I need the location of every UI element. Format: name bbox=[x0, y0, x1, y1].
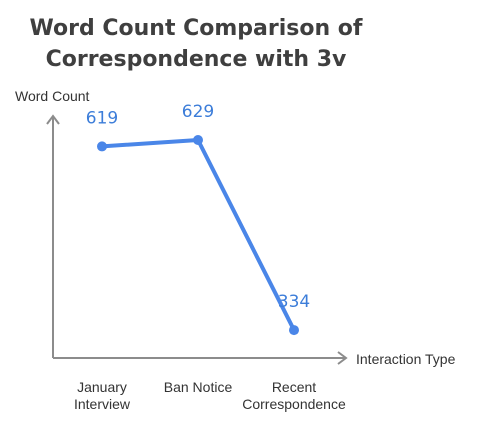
y-axis-label: Word Count bbox=[15, 88, 90, 104]
series-layer: 619 629 334 bbox=[86, 102, 310, 336]
data-point bbox=[193, 134, 203, 145]
chart-title-line-1: Word Count Comparison of bbox=[30, 16, 363, 41]
x-tick-label: January Interview bbox=[74, 379, 131, 412]
series-line bbox=[100, 137, 296, 333]
x-tick-label: Ban Notice bbox=[164, 379, 233, 395]
data-point bbox=[289, 325, 299, 336]
chart-title-line-2: Correspondence with 3v bbox=[46, 47, 347, 72]
data-label: 629 bbox=[182, 102, 214, 122]
data-label: 619 bbox=[86, 108, 118, 128]
y-axis-arrowhead bbox=[46, 114, 60, 125]
x-axis-label: Interaction Type bbox=[356, 351, 456, 367]
data-point bbox=[97, 141, 107, 152]
data-label: 334 bbox=[278, 292, 310, 312]
x-axis-arrowhead bbox=[337, 351, 348, 365]
axes bbox=[46, 114, 348, 365]
x-tick-labels: January Interview Ban Notice Recent Correspo… bbox=[74, 379, 346, 412]
x-tick-label: Recent Correspondence bbox=[242, 379, 346, 412]
